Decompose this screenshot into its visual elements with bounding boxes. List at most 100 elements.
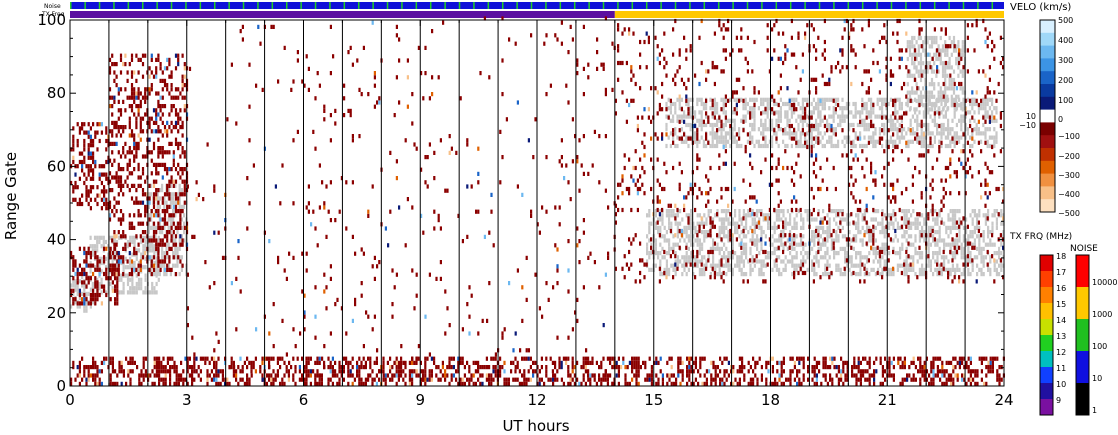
echo-cell xyxy=(183,95,186,100)
echo-cell xyxy=(246,356,249,361)
echo-cell xyxy=(690,251,693,256)
echo-cell xyxy=(113,62,116,67)
echo-cell xyxy=(177,62,180,67)
echo-cell xyxy=(124,141,127,146)
echo-cell xyxy=(573,365,576,370)
echo-cell xyxy=(174,213,177,218)
echo-cell xyxy=(94,360,97,365)
echo-cell xyxy=(685,122,688,128)
echo-cell xyxy=(771,122,774,128)
echo-cell xyxy=(117,200,120,205)
echo-cell xyxy=(797,127,800,132)
echo-cell xyxy=(780,217,783,222)
echo-cell xyxy=(668,267,671,272)
echo-cell xyxy=(874,217,877,222)
echo-cell xyxy=(790,110,793,115)
echo-cell xyxy=(698,251,701,256)
echo-cell xyxy=(938,263,941,268)
echo-cell xyxy=(725,377,728,382)
echo-cell xyxy=(523,369,526,374)
echo-cell xyxy=(96,235,99,240)
echo-cell xyxy=(89,143,92,148)
echo-cell xyxy=(943,259,946,264)
echo-cell xyxy=(424,381,427,386)
echo-cell xyxy=(661,221,664,226)
echo-cell xyxy=(932,225,935,230)
echo-cell xyxy=(784,114,787,119)
strip-tick xyxy=(501,2,504,9)
echo-cell xyxy=(863,272,866,277)
echo-cell xyxy=(163,217,167,222)
echo-cell xyxy=(806,122,809,128)
echo-cell xyxy=(600,365,603,370)
echo-cell xyxy=(940,143,943,149)
echo-cell xyxy=(111,356,114,361)
echo-cell xyxy=(670,209,673,214)
echo-cell xyxy=(144,248,147,253)
echo-cell xyxy=(100,180,103,186)
strip-tick xyxy=(660,2,662,9)
echo-cell xyxy=(712,259,715,264)
echo-cell xyxy=(215,381,218,386)
echo-cell xyxy=(831,381,834,386)
echo-cell xyxy=(141,167,145,172)
echo-cell xyxy=(163,192,167,197)
echo-cell xyxy=(946,61,949,66)
echo-cell xyxy=(336,373,339,378)
echo-cell xyxy=(848,127,851,132)
strip-tick xyxy=(890,2,893,9)
echo-cell xyxy=(692,263,695,268)
echo-cell xyxy=(168,91,171,96)
echo-cell xyxy=(468,377,471,382)
echo-cell xyxy=(944,127,947,132)
echo-cell xyxy=(174,272,178,277)
echo-cell xyxy=(812,97,815,102)
echo-cell xyxy=(756,246,759,251)
echo-cell xyxy=(571,360,574,365)
echo-cell xyxy=(859,110,862,115)
echo-cell xyxy=(167,263,170,268)
echo-cell xyxy=(159,95,162,100)
echo-cell xyxy=(801,101,804,107)
echo-cell xyxy=(725,356,728,361)
echo-cell xyxy=(866,255,869,260)
echo-cell xyxy=(696,238,699,243)
echo-cell xyxy=(909,139,912,144)
echo-cell xyxy=(711,135,714,140)
echo-cell xyxy=(700,127,703,132)
echo-cell xyxy=(771,365,774,370)
strip-tick xyxy=(70,2,72,9)
echo-cell xyxy=(685,251,688,256)
echo-cell xyxy=(760,234,763,239)
echo-cell xyxy=(962,234,965,239)
echo-cell xyxy=(593,373,596,378)
echo-cell xyxy=(698,221,701,226)
echo-cell xyxy=(752,377,755,382)
echo-cell xyxy=(545,373,548,378)
echo-cell xyxy=(648,377,651,382)
echo-cell xyxy=(92,155,95,160)
echo-cell xyxy=(305,360,308,365)
echo-cell xyxy=(609,356,612,361)
echo-cell xyxy=(747,360,750,365)
echo-cell xyxy=(896,110,899,115)
echo-cell xyxy=(176,246,179,251)
echo-cell xyxy=(96,263,99,268)
echo-cell xyxy=(762,263,765,268)
echo-cell xyxy=(843,114,846,119)
echo-cell xyxy=(714,381,717,386)
echo-cell xyxy=(982,246,985,251)
echo-cell xyxy=(984,106,987,111)
echo-cell xyxy=(804,118,807,123)
echo-cell xyxy=(915,65,918,70)
echo-cell xyxy=(180,373,183,378)
echo-cell xyxy=(657,251,660,256)
echo-cell xyxy=(819,255,822,260)
echo-cell xyxy=(991,114,994,119)
echo-cell xyxy=(152,213,156,218)
echo-cell xyxy=(128,188,131,193)
echo-cell xyxy=(527,369,530,374)
echo-cell xyxy=(905,259,908,264)
echo-cell xyxy=(756,381,759,386)
echo-cell xyxy=(912,221,915,226)
